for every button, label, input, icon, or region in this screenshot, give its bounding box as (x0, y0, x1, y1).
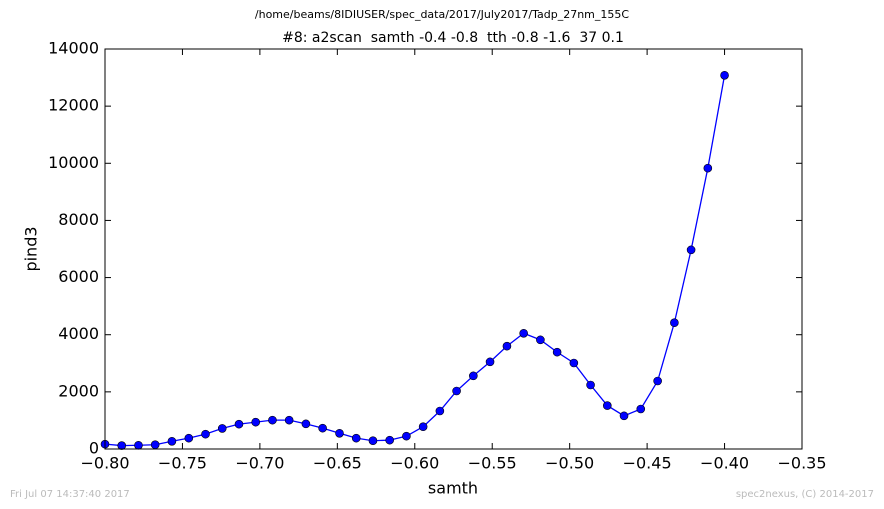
data-point (452, 386, 461, 396)
data-point (335, 428, 344, 438)
data-point (134, 440, 143, 450)
data-point (653, 376, 662, 386)
y-tick-label: 0 (89, 439, 99, 458)
data-point (418, 422, 428, 432)
data-point (167, 436, 177, 446)
data-point (636, 404, 646, 414)
data-point (217, 424, 227, 433)
data-point (720, 70, 729, 80)
plot-frame (104, 48, 803, 450)
data-point (619, 411, 629, 421)
y-tick-label: 2000 (58, 381, 99, 400)
data-point (603, 401, 612, 410)
data-point (686, 245, 696, 255)
data-point (536, 335, 545, 345)
data-point (268, 415, 277, 425)
data-point (586, 380, 595, 390)
y-axis-label: pind3 (22, 226, 41, 271)
x-tick-label: −0.70 (235, 454, 284, 473)
data-point (284, 415, 294, 425)
x-tick-label: −0.35 (777, 454, 826, 473)
data-point (184, 433, 194, 443)
data-point (234, 419, 244, 429)
data-point (150, 440, 160, 450)
data-point (670, 318, 679, 328)
x-tick-label: −0.75 (158, 454, 207, 473)
x-tick-label: −0.50 (545, 454, 594, 473)
data-point (318, 423, 327, 433)
x-tick-label: −0.65 (313, 454, 362, 473)
data-point (435, 406, 445, 416)
x-tick-label: −0.45 (623, 454, 672, 473)
data-point (385, 435, 394, 445)
data-point (552, 347, 562, 357)
data-point (703, 163, 713, 173)
data-point (402, 431, 411, 441)
data-point (469, 371, 478, 381)
footer-right: spec2nexus, (C) 2014-2017 (736, 489, 874, 500)
data-point (485, 357, 495, 367)
x-tick-label: −0.80 (80, 454, 129, 473)
y-tick-label: 8000 (58, 210, 99, 229)
data-point (201, 429, 210, 439)
data-point (301, 419, 311, 429)
x-tick-label: −0.60 (390, 454, 439, 473)
data-point (519, 328, 528, 338)
y-tick-label: 14000 (48, 39, 99, 58)
data-point (569, 358, 579, 368)
chart-title: #8: a2scan samth -0.4 -0.8 tth -0.8 -1.6… (282, 30, 624, 46)
x-tick-label: −0.40 (700, 454, 749, 473)
data-point (117, 441, 127, 450)
y-tick-label: 6000 (58, 267, 99, 286)
data-point (351, 433, 361, 443)
y-tick-label: 4000 (58, 324, 99, 343)
data-point (251, 417, 261, 427)
x-axis-label: samth (428, 479, 478, 498)
x-tick-label: −0.55 (468, 454, 517, 473)
data-point (368, 436, 378, 446)
data-point (502, 341, 512, 351)
y-tick-label: 12000 (48, 96, 99, 115)
suptitle: /home/beams/8IDIUSER/spec_data/2017/July… (255, 8, 630, 21)
footer-left: Fri Jul 07 14:37:40 2017 (10, 489, 130, 500)
y-tick-label: 10000 (48, 153, 99, 172)
